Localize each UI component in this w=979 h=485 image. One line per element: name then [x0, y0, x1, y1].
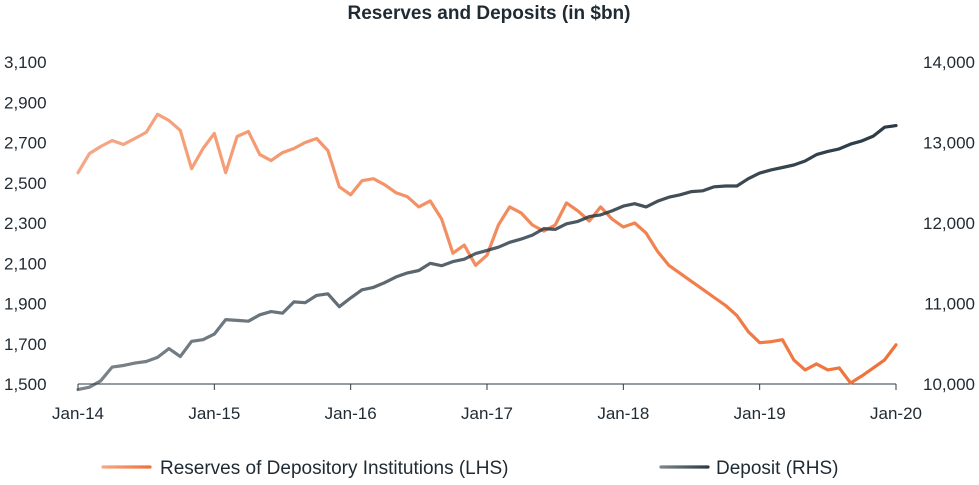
left-tick-label: 1,700: [4, 335, 47, 354]
x-tick-label: Jan-19: [734, 404, 786, 423]
plot-area: [76, 112, 898, 392]
right-axis: 10,000 11,000 12,000 13,000 14,000: [923, 53, 975, 394]
left-tick-label: 2,100: [4, 254, 47, 273]
left-tick-label: 1,900: [4, 295, 47, 314]
x-tick-label: Jan-15: [188, 404, 240, 423]
left-tick-label: 2,900: [4, 93, 47, 112]
left-tick-label: 2,500: [4, 174, 47, 193]
x-tick-label: Jan-17: [461, 404, 513, 423]
left-axis: 1,500 1,700 1,900 2,100 2,300 2,500 2,700 2,900…: [4, 53, 47, 394]
right-tick-label: 13,000: [923, 134, 975, 153]
deposit-line: [76, 123, 898, 392]
reserves-line: [76, 112, 898, 385]
legend-label: Reserves of Depository Institutions (LHS…: [160, 458, 508, 479]
x-tick-label: Jan-16: [325, 404, 377, 423]
legend-label: Deposit (RHS): [716, 458, 838, 479]
right-tick-label: 12,000: [923, 214, 975, 233]
right-tick-label: 11,000: [924, 295, 975, 314]
x-tick-label: Jan-20: [870, 404, 922, 423]
right-tick-label: 14,000: [923, 53, 975, 72]
left-tick-label: 2,300: [4, 214, 47, 233]
x-tick-label: Jan-18: [597, 404, 649, 423]
x-tick-label: Jan-14: [52, 404, 104, 423]
left-tick-label: 3,100: [4, 53, 47, 72]
left-tick-label: 2,700: [4, 134, 47, 153]
x-axis: Jan-14 Jan-15 Jan-16 Jan-17 Jan-18 Jan-19 Jan-…: [52, 383, 922, 423]
legend: Reserves of Depository Institutions (LHS…: [101, 458, 838, 479]
right-tick-label: 10,000: [923, 375, 975, 394]
left-tick-label: 1,500: [4, 375, 47, 394]
chart-title: Reserves and Deposits (in $bn): [348, 3, 631, 24]
